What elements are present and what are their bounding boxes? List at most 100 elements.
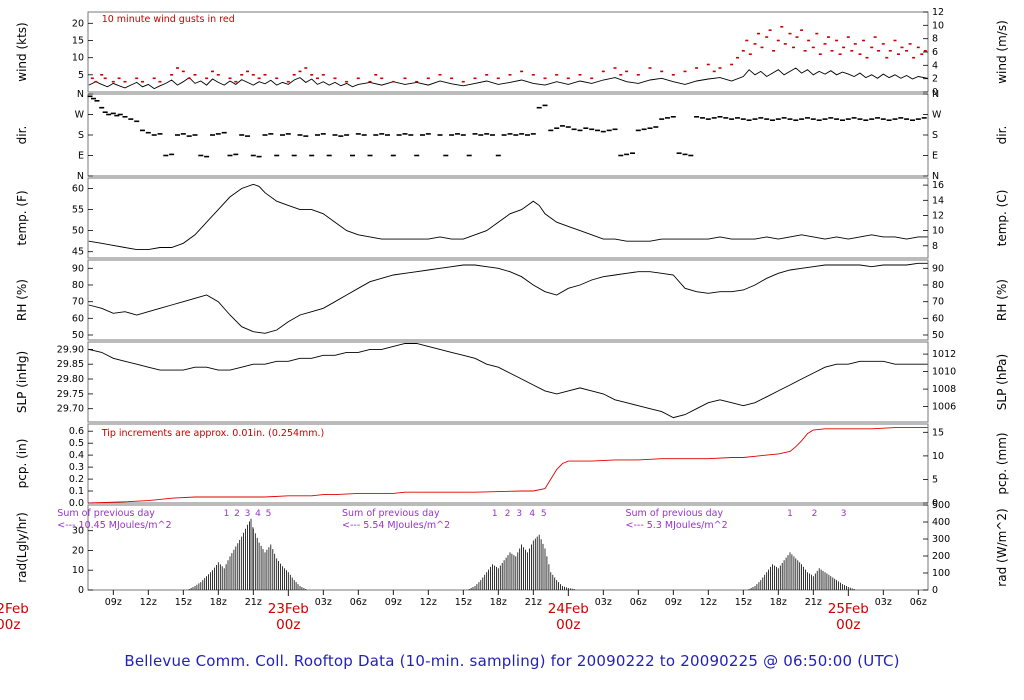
right-tick-label: 10 — [932, 451, 944, 462]
direction-dash — [828, 117, 834, 119]
direction-dash — [227, 154, 233, 157]
right-tick-label: 0 — [932, 585, 938, 596]
panel-border — [87, 259, 929, 341]
right-tick-label: 1008 — [932, 384, 956, 395]
direction-dash — [781, 117, 787, 119]
right-tick-label: 1010 — [932, 367, 956, 378]
left-tick-label: 5 — [78, 70, 84, 81]
gust-dot — [811, 46, 815, 49]
panel-temperature: 45 50 55 60 8 10 12 14 16 temp. (F) temp. (C) — [15, 177, 1009, 259]
right-axis-label: wind (m/s) — [995, 20, 1009, 84]
gust-dot — [800, 29, 804, 31]
gust-dot — [403, 77, 407, 80]
gust-dot — [683, 70, 687, 73]
gust-dot — [566, 77, 570, 80]
gust-dot — [706, 63, 710, 66]
left-axis-label: temp. (F) — [15, 190, 29, 245]
direction-dash — [106, 113, 112, 116]
direction-dash — [460, 134, 466, 136]
gust-dot — [117, 77, 121, 80]
direction-dash — [921, 117, 927, 119]
direction-dash — [659, 118, 665, 120]
x-tick-label: 09z — [105, 597, 122, 608]
right-tick-label: 4 — [932, 60, 938, 71]
direction-dash — [735, 117, 740, 119]
gust-dot — [578, 74, 582, 76]
gust-dot — [780, 26, 784, 28]
left-tick-label: 20 — [72, 546, 84, 557]
left-tick-label: 0.0 — [69, 498, 84, 509]
left-tick-label: 50 — [72, 226, 84, 237]
direction-dash — [530, 133, 536, 135]
direction-dash — [256, 155, 262, 158]
direction-dash — [114, 114, 120, 117]
panel-annotation: Tip increments are approx. 0.01in. (0.25… — [101, 428, 325, 439]
left-tick-label: 0.2 — [69, 474, 84, 485]
direction-dash — [770, 119, 775, 121]
image-marker: 2 — [234, 509, 240, 519]
right-tick-label: 90 — [932, 263, 944, 274]
gust-dot — [310, 74, 314, 76]
direction-dash — [262, 134, 268, 136]
direction-dash — [869, 118, 875, 120]
gust-dot — [818, 53, 822, 55]
gust-dot — [741, 50, 745, 52]
gust-dot — [772, 50, 776, 52]
direction-dash — [145, 131, 151, 134]
direction-dash — [653, 126, 659, 128]
direction-dash — [857, 118, 863, 120]
direction-dash — [898, 117, 904, 119]
gust-dot — [193, 74, 197, 76]
left-tick-label: 29.85 — [57, 359, 84, 370]
direction-dash — [91, 97, 96, 100]
direction-dash — [641, 128, 647, 131]
gust-dot — [141, 80, 144, 83]
x-tick-label: 21z — [805, 597, 822, 608]
gust-dot — [730, 63, 734, 66]
gust-dot — [292, 74, 296, 76]
direction-dash — [764, 118, 770, 120]
gust-dot — [753, 43, 757, 45]
gust-dot — [795, 36, 799, 38]
gust-dot — [316, 77, 319, 80]
left-tick-label: 10 — [72, 53, 84, 64]
gust-dot — [590, 77, 594, 80]
direction-dash — [94, 100, 100, 102]
right-axis-label: SLP (hPa) — [995, 354, 1009, 410]
direction-dash — [694, 116, 700, 118]
direction-dash — [425, 133, 431, 135]
direction-dash — [466, 154, 472, 157]
direction-dash — [799, 118, 805, 120]
gust-dot — [368, 80, 372, 83]
day-label-time: 00z — [556, 617, 580, 633]
gust-dot — [893, 39, 897, 42]
left-tick-label: 29.70 — [57, 404, 84, 415]
direction-dash — [478, 134, 484, 136]
gust-dot — [251, 74, 255, 76]
direction-dash — [787, 118, 793, 120]
direction-dash — [600, 130, 606, 133]
right-tick-label: 10 — [932, 226, 944, 237]
direction-dash — [740, 118, 746, 120]
x-tick-label: 03z — [315, 597, 332, 608]
direction-dash — [536, 106, 542, 109]
direction-dash — [122, 116, 128, 118]
gust-dot — [757, 32, 760, 35]
direction-dash — [840, 119, 845, 121]
gust-dot — [520, 70, 524, 73]
right-tick-label: N — [932, 171, 939, 182]
direction-dash — [484, 133, 490, 135]
data-line — [88, 427, 928, 504]
direction-dash — [87, 95, 93, 98]
direction-dash — [606, 129, 612, 132]
x-tick-label: 06z — [630, 597, 647, 608]
day-sum-label: Sum of previous day — [342, 508, 440, 519]
direction-dash — [810, 118, 816, 120]
direction-dash — [134, 120, 140, 123]
direction-dash — [700, 117, 705, 119]
direction-dash — [775, 118, 781, 120]
image-marker: 3 — [516, 509, 522, 519]
x-tick-label: 06z — [910, 597, 927, 608]
right-tick-label: 8 — [932, 241, 938, 252]
